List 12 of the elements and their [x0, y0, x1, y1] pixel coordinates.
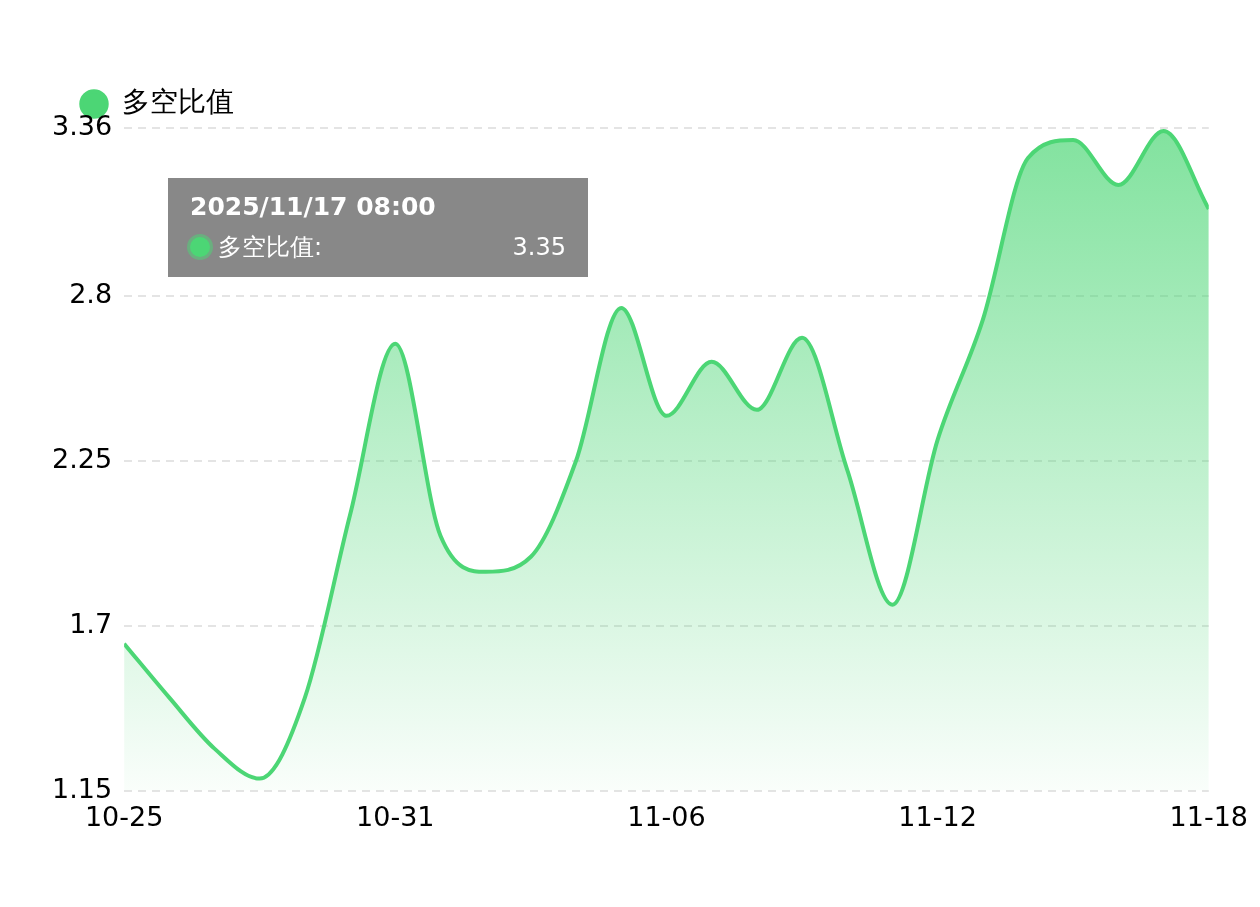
y-tick-label: 2.25 — [51, 442, 113, 474]
legend-label: 多空比值 — [122, 85, 234, 119]
y-tick-label: 1.7 — [69, 607, 113, 639]
x-tick-label: 11-06 — [627, 800, 706, 832]
annotation: 3.35 — [512, 233, 566, 261]
x-tick-label: 11-12 — [898, 800, 977, 832]
annotation: 2025/11/17 08:00 — [190, 192, 437, 221]
x-tick-label: 11-18 — [1169, 800, 1249, 832]
y-tick-label: 2.8 — [69, 277, 113, 309]
x-tick-label: 10-31 — [356, 800, 435, 832]
annotation: 多空比值: — [218, 232, 323, 263]
y-tick-label: 3.36 — [51, 110, 113, 142]
